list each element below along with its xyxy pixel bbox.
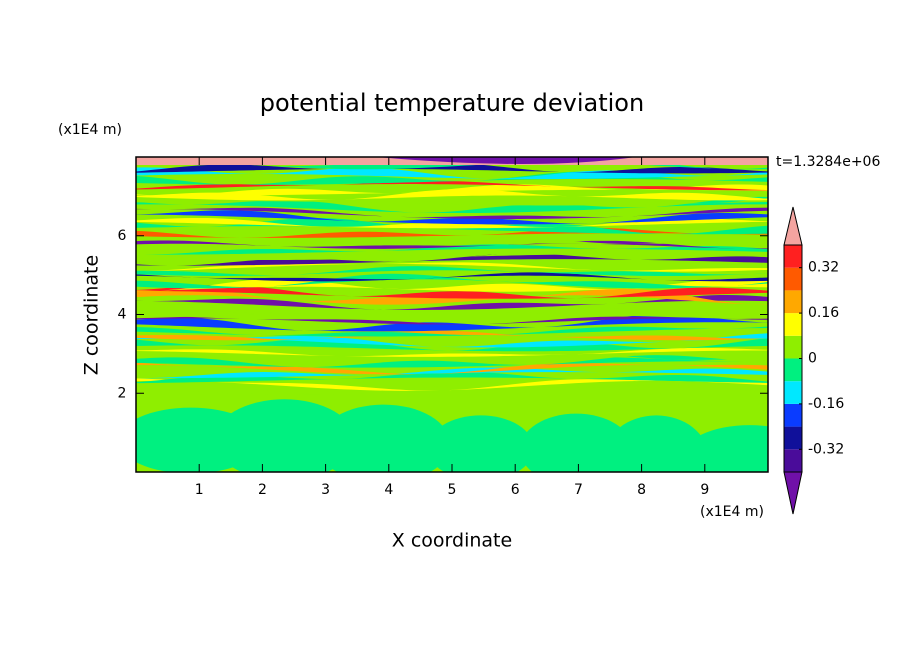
contour-band [136,347,768,357]
axes: 1 2 3 4 5 6 7 8 9 2 4 6 [118,157,768,498]
x-axis-label: X coordinate [392,530,512,552]
colorbar-band [784,313,802,336]
contour-band [136,316,768,325]
colorbar-under [783,471,803,515]
contour-band [136,266,768,277]
contour-band [136,384,768,395]
contour-band [136,262,768,272]
x-tick-label: 1 [195,482,204,498]
contour-band [136,273,768,289]
contour-band [136,246,768,261]
x-tick-label: 5 [448,482,457,498]
colorbar-band [784,358,802,382]
contour-band [136,285,768,299]
colorbar-band [784,267,802,291]
contour-band [136,195,768,206]
contour-band [427,415,534,472]
chart-title: potential temperature deviation [260,89,644,117]
contour-band [136,333,768,348]
contour-band [136,163,768,174]
y-tick-label: 6 [118,228,127,244]
contour-band [136,330,768,341]
contour-band [136,352,768,362]
contour-band [681,425,768,472]
colorbar-tick-label: -0.32 [808,441,844,457]
contour-band [136,301,768,315]
y-axis-label: Z coordinate [81,255,103,375]
x-tick-label: 6 [511,482,520,498]
x-tick-label: 7 [574,482,583,498]
colorbar-band [784,335,802,359]
colorbar-band [784,449,802,472]
y-unit: (x1E4 m) [58,122,122,138]
contour-band [136,253,768,266]
contour-band [136,362,768,375]
contour-band [136,367,768,379]
contour-band [136,180,768,191]
contour-band [136,210,768,225]
x-tick-label: 8 [637,482,646,498]
contour-band [136,217,768,235]
contour-band [136,244,768,255]
colorbar-band [784,426,802,450]
contour-band [317,404,451,472]
x-tick-label: 3 [321,482,330,498]
contour-band [136,272,768,282]
colorbar-over [783,206,803,246]
x-tick-label: 9 [700,482,709,498]
contour-band [136,167,768,180]
time-annotation: t=1.3284e+06 [776,154,880,170]
contour-band [136,294,768,310]
x-unit: (x1E4 m) [700,504,764,520]
colorbar-band [784,403,802,427]
contour-band [136,184,768,196]
colorbar-band [784,381,802,404]
colorbar: -0.32 -0.16 0 0.16 0.32 [783,206,844,515]
contour-band [376,157,636,164]
y-tick-label: 4 [118,307,127,323]
x-tick-label: 4 [384,482,393,498]
contour-band [136,355,768,368]
contour-band [136,338,768,352]
contour-band [136,371,768,384]
contour-band [136,287,768,305]
contour-band [136,314,768,332]
contour-band [136,326,768,337]
colorbar-band [784,290,802,314]
contour-band [136,378,768,391]
x-tick-label: 2 [258,482,267,498]
colorbar-tick-label: 0 [808,351,817,367]
contour-band [136,207,768,219]
colorbar-band [784,245,802,268]
colorbar-tick-label: 0.32 [808,260,839,276]
contour-band [136,240,768,249]
y-tick-label: 2 [118,385,127,401]
contour-band [136,189,768,201]
colorbar-tick-label: -0.16 [808,396,844,412]
contour-field [136,157,768,472]
contour-band [136,278,768,292]
colorbar-tick-label: 0.16 [808,305,839,321]
